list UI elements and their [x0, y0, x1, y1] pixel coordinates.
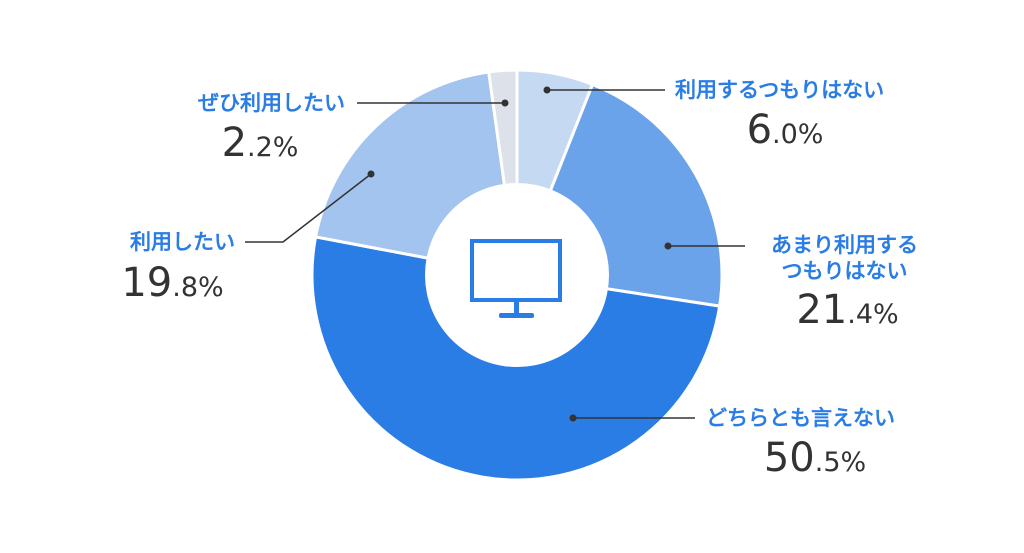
value-slice-0: 6.0% [715, 108, 855, 160]
value-decimal: .0% [772, 119, 824, 150]
label-slice-0: 利用するつもりはない [675, 78, 885, 102]
monitor-icon [470, 239, 562, 318]
value-slice-2: 50.5% [740, 436, 890, 488]
value-integer: 2 [221, 120, 248, 166]
value-decimal: .5% [814, 447, 867, 478]
value-decimal: .8% [172, 272, 224, 303]
value-slice-3: 19.8% [100, 261, 245, 313]
leader-dot-1 [664, 242, 672, 250]
leader-line-3 [245, 173, 372, 243]
leader-dot-4 [501, 99, 509, 107]
donut-hole [425, 183, 609, 367]
leader-dot-3 [367, 170, 375, 178]
value-slice-1: 21.4% [775, 288, 920, 340]
value-integer: 6 [746, 107, 773, 153]
label-slice-3: 利用したい [130, 230, 235, 254]
leader-dot-0 [543, 86, 551, 94]
label-slice-4: ぜひ利用したい [198, 91, 345, 115]
label-slice-2: どちらとも言えない [706, 406, 895, 430]
value-integer: 19 [121, 260, 173, 306]
value-integer: 21 [796, 287, 848, 333]
label-slice-1-line-1: あまり利用する [771, 233, 918, 257]
value-slice-4: 2.2% [190, 121, 330, 173]
value-integer: 50 [763, 435, 815, 481]
value-decimal: .4% [847, 299, 899, 330]
label-slice-1-line-2: つもりはない [781, 259, 908, 283]
value-decimal: .2% [247, 132, 299, 163]
leader-dot-2 [569, 414, 577, 422]
label-slice-1: あまり利用する つもりはない [752, 232, 937, 284]
